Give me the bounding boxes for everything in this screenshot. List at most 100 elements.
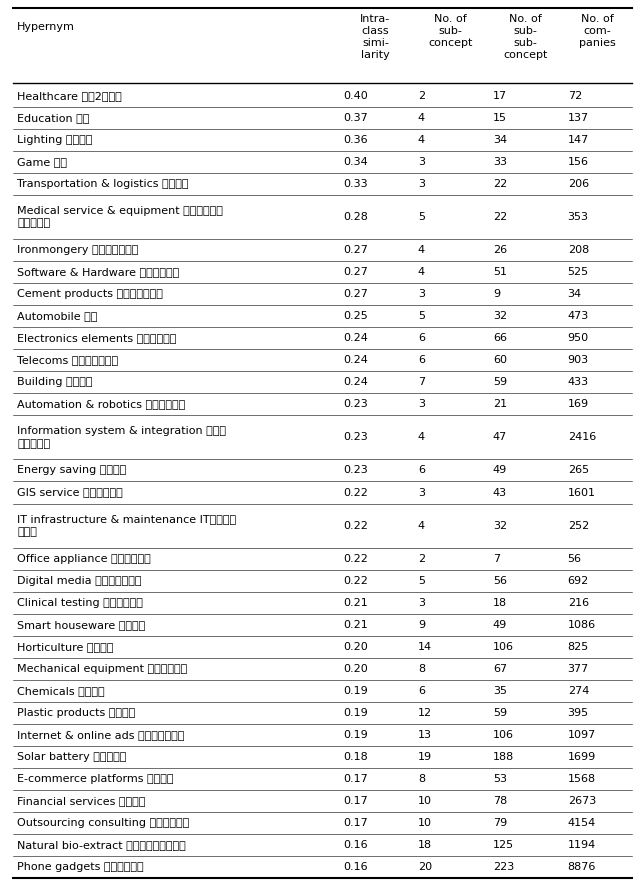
Text: 60: 60 bbox=[493, 356, 507, 366]
Text: 0.27: 0.27 bbox=[343, 267, 368, 277]
Text: 0.20: 0.20 bbox=[343, 664, 368, 673]
Text: 35: 35 bbox=[493, 686, 507, 696]
Text: 188: 188 bbox=[493, 752, 514, 762]
Text: Hypernym: Hypernym bbox=[17, 22, 75, 32]
Text: 2: 2 bbox=[418, 554, 425, 564]
Text: Cement products 金属混凝土产品: Cement products 金属混凝土产品 bbox=[17, 289, 163, 299]
Text: 53: 53 bbox=[493, 773, 507, 784]
Text: 525: 525 bbox=[568, 267, 589, 277]
Text: 265: 265 bbox=[568, 466, 589, 475]
Text: 0.18: 0.18 bbox=[343, 752, 368, 762]
Text: 1601: 1601 bbox=[568, 488, 596, 497]
Text: 51: 51 bbox=[493, 267, 507, 277]
Text: 33: 33 bbox=[493, 158, 507, 167]
Text: 0.16: 0.16 bbox=[343, 840, 367, 850]
Text: 216: 216 bbox=[568, 597, 589, 608]
Text: 14: 14 bbox=[418, 642, 432, 651]
Text: 0.21: 0.21 bbox=[343, 597, 368, 608]
Text: 0.20: 0.20 bbox=[343, 642, 368, 651]
Text: 3: 3 bbox=[418, 399, 425, 410]
Text: 4: 4 bbox=[418, 267, 425, 277]
Text: 0.24: 0.24 bbox=[343, 356, 368, 366]
Text: 49: 49 bbox=[493, 620, 507, 630]
Text: 5: 5 bbox=[418, 212, 425, 222]
Text: 4154: 4154 bbox=[568, 818, 596, 828]
Text: 208: 208 bbox=[568, 245, 589, 255]
Text: 5: 5 bbox=[418, 575, 425, 586]
Text: Intra-
class
simi-
larity: Intra- class simi- larity bbox=[360, 14, 390, 60]
Text: 252: 252 bbox=[568, 520, 589, 530]
Text: 1699: 1699 bbox=[568, 752, 596, 762]
Text: 26: 26 bbox=[493, 245, 507, 255]
Text: 7: 7 bbox=[418, 377, 425, 388]
Text: 20: 20 bbox=[418, 862, 432, 872]
Text: 0.40: 0.40 bbox=[343, 91, 368, 101]
Text: Mechanical equipment 机械设备制造: Mechanical equipment 机械设备制造 bbox=[17, 664, 188, 673]
Text: 0.17: 0.17 bbox=[343, 773, 368, 784]
Text: 0.19: 0.19 bbox=[343, 686, 368, 696]
Text: 6: 6 bbox=[418, 686, 425, 696]
Text: 34: 34 bbox=[568, 289, 582, 299]
Text: Horticulture 园林工程: Horticulture 园林工程 bbox=[17, 642, 113, 651]
Text: 59: 59 bbox=[493, 708, 507, 718]
Text: 4: 4 bbox=[418, 113, 425, 123]
Text: 3: 3 bbox=[418, 597, 425, 608]
Text: 8: 8 bbox=[418, 664, 425, 673]
Text: 19: 19 bbox=[418, 752, 432, 762]
Text: 4: 4 bbox=[418, 245, 425, 255]
Text: Telecoms 通信及通信设备: Telecoms 通信及通信设备 bbox=[17, 356, 118, 366]
Text: Information system & integration 信息系
统集成服务: Information system & integration 信息系 统集成… bbox=[17, 427, 226, 449]
Text: Office appliance 日常办公用品: Office appliance 日常办公用品 bbox=[17, 554, 151, 564]
Text: 13: 13 bbox=[418, 730, 432, 740]
Text: 156: 156 bbox=[568, 158, 589, 167]
Text: 4: 4 bbox=[418, 135, 425, 145]
Text: 0.34: 0.34 bbox=[343, 158, 368, 167]
Text: Software & Hardware 第三方软硬件: Software & Hardware 第三方软硬件 bbox=[17, 267, 179, 277]
Text: 34: 34 bbox=[493, 135, 507, 145]
Text: 950: 950 bbox=[568, 334, 589, 343]
Text: 125: 125 bbox=[493, 840, 514, 850]
Text: 22: 22 bbox=[493, 212, 507, 222]
Text: 8876: 8876 bbox=[568, 862, 596, 872]
Text: 18: 18 bbox=[493, 597, 507, 608]
Text: 15: 15 bbox=[493, 113, 507, 123]
Text: 43: 43 bbox=[493, 488, 507, 497]
Text: Education 教育: Education 教育 bbox=[17, 113, 90, 123]
Text: 1194: 1194 bbox=[568, 840, 596, 850]
Text: 3: 3 bbox=[418, 179, 425, 189]
Text: 21: 21 bbox=[493, 399, 507, 410]
Text: 395: 395 bbox=[568, 708, 589, 718]
Text: Chemicals 化工产品: Chemicals 化工产品 bbox=[17, 686, 104, 696]
Text: 32: 32 bbox=[493, 520, 507, 530]
Text: 0.33: 0.33 bbox=[343, 179, 367, 189]
Text: 59: 59 bbox=[493, 377, 507, 388]
Text: 692: 692 bbox=[568, 575, 589, 586]
Text: Ironmongery 金属零部件制造: Ironmongery 金属零部件制造 bbox=[17, 245, 138, 255]
Text: 1097: 1097 bbox=[568, 730, 596, 740]
Text: 10: 10 bbox=[418, 818, 432, 828]
Text: 10: 10 bbox=[418, 796, 432, 806]
Text: 0.23: 0.23 bbox=[343, 433, 368, 442]
Text: 3: 3 bbox=[418, 158, 425, 167]
Text: 0.23: 0.23 bbox=[343, 399, 368, 410]
Text: 18: 18 bbox=[418, 840, 432, 850]
Text: 433: 433 bbox=[568, 377, 589, 388]
Text: 274: 274 bbox=[568, 686, 589, 696]
Text: Lighting 照明灯具: Lighting 照明灯具 bbox=[17, 135, 92, 145]
Text: Transportation & logistics 物流运输: Transportation & logistics 物流运输 bbox=[17, 179, 189, 189]
Text: 825: 825 bbox=[568, 642, 589, 651]
Text: 56: 56 bbox=[493, 575, 507, 586]
Text: 0.36: 0.36 bbox=[343, 135, 367, 145]
Text: 6: 6 bbox=[418, 466, 425, 475]
Text: Digital media 互联网数字媒体: Digital media 互联网数字媒体 bbox=[17, 575, 141, 586]
Text: 1568: 1568 bbox=[568, 773, 596, 784]
Text: 0.27: 0.27 bbox=[343, 245, 368, 255]
Text: Energy saving 节能环保: Energy saving 节能环保 bbox=[17, 466, 126, 475]
Text: 137: 137 bbox=[568, 113, 589, 123]
Text: 169: 169 bbox=[568, 399, 589, 410]
Text: 0.19: 0.19 bbox=[343, 708, 368, 718]
Text: Outsourcing consulting 工程和咒承包: Outsourcing consulting 工程和咒承包 bbox=[17, 818, 189, 828]
Text: 903: 903 bbox=[568, 356, 589, 366]
Text: 353: 353 bbox=[568, 212, 589, 222]
Text: Game 游戏: Game 游戏 bbox=[17, 158, 67, 167]
